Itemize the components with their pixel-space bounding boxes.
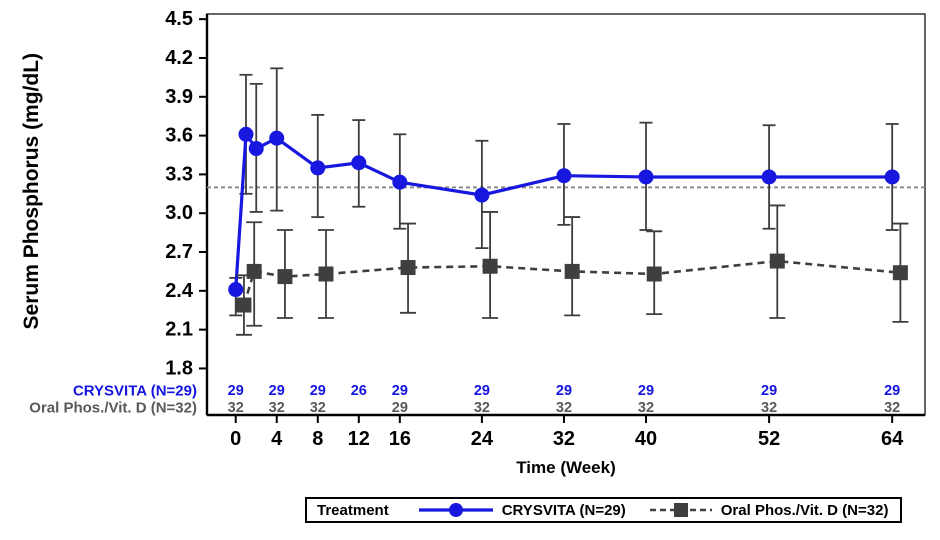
y-tick-label: 3.9 — [165, 86, 193, 108]
data-point-crysvita — [638, 169, 654, 185]
x-tick-label: 16 — [389, 428, 411, 450]
crysvita-line-marker-icon — [418, 503, 493, 517]
n-row-label-oral-phos: Oral Phos./Vit. D (N=32) — [29, 400, 197, 417]
legend-sample-crysvita — [417, 501, 495, 519]
legend-label-crysvita: CRYSVITA (N=29) — [501, 501, 626, 519]
y-tick-label: 4.5 — [165, 8, 193, 30]
x-tick-label: 0 — [230, 428, 241, 450]
n-value: 32 — [556, 400, 572, 416]
n-value: 29 — [269, 383, 285, 399]
data-point-crysvita — [269, 130, 285, 146]
n-value: 29 — [392, 400, 408, 416]
n-value: 29 — [310, 383, 326, 399]
n-value: 29 — [392, 383, 408, 399]
plot-frame — [206, 13, 926, 416]
oral-phos-line-marker-icon — [649, 503, 712, 517]
n-value: 32 — [884, 400, 900, 416]
data-point-oral-phos — [246, 263, 262, 279]
x-tick-label: 12 — [348, 428, 370, 450]
data-point-crysvita — [392, 174, 408, 190]
legend-title: Treatment — [317, 501, 389, 519]
data-point-crysvita — [248, 141, 264, 157]
data-point-crysvita — [474, 187, 490, 203]
n-value: 32 — [638, 400, 654, 416]
n-value: 29 — [474, 383, 490, 399]
n-value: 29 — [761, 383, 777, 399]
n-value: 32 — [761, 400, 777, 416]
data-point-oral-phos — [769, 253, 785, 269]
data-point-oral-phos — [892, 265, 908, 281]
x-tick-label: 4 — [271, 428, 283, 450]
x-tick-label: 32 — [553, 428, 575, 450]
data-point-crysvita — [884, 169, 900, 185]
data-point-oral-phos — [564, 263, 580, 279]
n-value: 29 — [556, 383, 572, 399]
x-tick-label: 40 — [635, 428, 657, 450]
n-value: 29 — [228, 383, 244, 399]
y-axis-title: Serum Phosphorus (mg/dL) — [20, 53, 43, 330]
legend-label-oral: Oral Phos./Vit. D (N=32) — [720, 501, 889, 519]
n-value: 32 — [310, 400, 326, 416]
n-value: 26 — [351, 383, 367, 399]
x-tick-label: 52 — [758, 428, 780, 450]
data-point-oral-phos — [318, 266, 334, 282]
data-point-crysvita — [238, 126, 254, 142]
data-point-crysvita — [228, 282, 244, 298]
data-point-oral-phos — [400, 260, 416, 276]
n-value: 29 — [884, 383, 900, 399]
data-point-crysvita — [351, 155, 367, 171]
y-tick-label: 2.7 — [165, 241, 193, 263]
legend: Treatment CRYSVITA (N=29) Oral Phos./Vit… — [305, 497, 903, 523]
data-point-oral-phos — [482, 258, 498, 274]
data-point-oral-phos — [236, 297, 252, 313]
x-tick-label: 64 — [881, 428, 904, 450]
data-point-oral-phos — [277, 269, 293, 285]
y-tick-label: 3.6 — [165, 125, 193, 147]
legend-sample-oral — [648, 501, 714, 519]
y-tick-label: 3.3 — [165, 163, 193, 185]
series-line-oral-phos — [242, 259, 901, 306]
y-tick-label: 1.8 — [165, 357, 193, 379]
x-axis-title: Time (Week) — [516, 458, 616, 477]
data-point-crysvita — [310, 160, 326, 176]
x-tick-label: 24 — [471, 428, 494, 450]
n-value: 32 — [474, 400, 490, 416]
data-point-oral-phos — [646, 266, 662, 282]
n-row-label-crysvita: CRYSVITA (N=29) — [73, 383, 197, 400]
y-tick-label: 2.4 — [165, 280, 194, 302]
x-tick-label: 8 — [312, 428, 323, 450]
n-value: 29 — [638, 383, 654, 399]
data-point-crysvita — [761, 169, 777, 185]
data-point-crysvita — [556, 168, 572, 184]
n-value: 32 — [228, 400, 244, 416]
y-tick-label: 2.1 — [165, 319, 193, 341]
n-value: 32 — [269, 400, 285, 416]
y-tick-label: 4.2 — [165, 47, 193, 69]
y-tick-label: 3.0 — [165, 202, 193, 224]
